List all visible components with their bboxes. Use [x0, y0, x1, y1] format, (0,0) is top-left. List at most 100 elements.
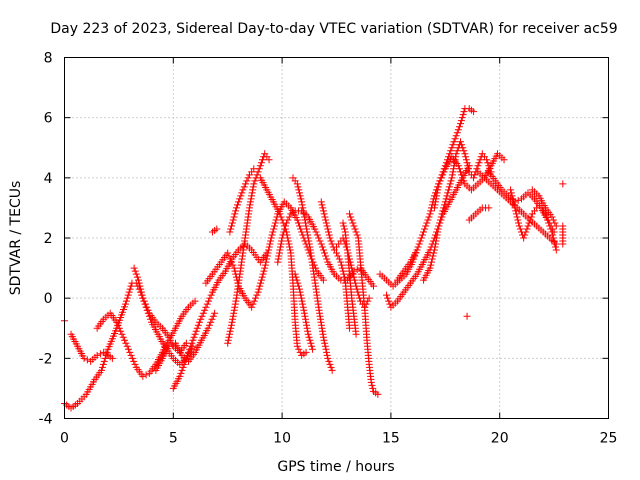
data-point: [299, 303, 307, 311]
data-point: [126, 285, 134, 293]
data-point: [208, 315, 216, 323]
data-point: [131, 360, 139, 368]
x-tick-label: 5: [169, 431, 178, 447]
data-point: [427, 207, 435, 215]
data-point: [464, 162, 472, 170]
data-point: [458, 141, 466, 149]
data-point: [346, 210, 354, 218]
data-point: [424, 216, 432, 224]
y-tick-label: 8: [44, 51, 53, 67]
data-point: [301, 216, 309, 224]
data-point: [552, 246, 560, 254]
data-point: [225, 252, 233, 260]
data-point: [432, 237, 440, 245]
data-point: [292, 273, 300, 281]
data-point: [446, 180, 454, 188]
x-tick-labels: 0 5 10 15 20 25: [60, 431, 617, 447]
data-point: [166, 336, 174, 344]
data-point: [204, 324, 212, 332]
data-point: [294, 219, 302, 227]
data-point: [323, 351, 331, 359]
y-tick-labels: -4 -2 0 2 4 6 8: [39, 51, 53, 428]
data-point: [227, 225, 235, 233]
data-point: [182, 354, 190, 362]
data-point: [123, 342, 131, 350]
data-point: [265, 243, 273, 251]
data-point: [303, 225, 311, 233]
data-point: [449, 168, 457, 176]
data-point: [257, 159, 265, 167]
data-point: [123, 294, 131, 302]
data-point: [278, 237, 286, 245]
plot-frame: [64, 57, 609, 419]
x-tick-label: 10: [273, 431, 291, 447]
data-point: [299, 204, 307, 212]
data-point: [308, 342, 316, 350]
data-point: [226, 228, 234, 236]
data-point: [299, 207, 307, 215]
data-point: [202, 303, 210, 311]
data-point: [305, 240, 313, 248]
data-point: [453, 129, 461, 137]
data-point: [311, 225, 319, 233]
data-point: [259, 156, 267, 164]
data-point: [263, 252, 271, 260]
x-tick-label: 0: [60, 431, 69, 447]
data-point: [122, 339, 130, 347]
data-point: [276, 210, 284, 218]
data-point: [552, 222, 560, 230]
data-point: [432, 195, 440, 203]
data-point: [203, 300, 211, 308]
data-point: [300, 213, 308, 221]
data-point: [450, 138, 458, 146]
x-tick-label: 25: [600, 431, 618, 447]
data-point: [250, 297, 258, 305]
data-point: [233, 201, 241, 209]
data-point: [99, 360, 107, 368]
data-point: [245, 204, 253, 212]
data-point: [255, 285, 263, 293]
data-point: [199, 309, 207, 317]
data-point: [253, 171, 261, 179]
data-point: [247, 195, 255, 203]
data-point: [230, 309, 238, 317]
data-point: [383, 291, 391, 299]
data-point: [239, 186, 247, 194]
data-point: [433, 189, 441, 197]
data-point: [437, 174, 445, 182]
data-point: [470, 174, 478, 182]
data-point: [118, 330, 126, 338]
data-point: [127, 351, 135, 359]
data-point: [137, 285, 145, 293]
data-point: [351, 225, 359, 233]
data-point: [428, 255, 436, 263]
data-point: [270, 225, 278, 233]
data-point: [246, 201, 254, 209]
data-point: [276, 243, 284, 251]
data-point: [281, 225, 289, 233]
data-point: [108, 354, 116, 362]
data-point: [130, 264, 138, 272]
data-point: [137, 288, 145, 296]
data-point: [265, 246, 273, 254]
data-point: [368, 381, 376, 389]
data-point: [321, 339, 329, 347]
data-point: [551, 240, 559, 248]
data-point: [264, 249, 272, 257]
data-point: [121, 336, 129, 344]
data-point: [228, 258, 236, 266]
data-point: [508, 192, 516, 200]
data-point: [176, 372, 184, 380]
data-point: [230, 213, 238, 221]
data-point: [352, 228, 360, 236]
data-point: [213, 225, 221, 233]
data-point: [275, 249, 283, 257]
data-point: [93, 351, 101, 359]
data-point: [448, 171, 456, 179]
data-point: [338, 264, 346, 272]
data-point: [321, 213, 329, 221]
y-axis-label: SDTVAR / TECUs: [8, 181, 24, 296]
data-point: [318, 243, 326, 251]
data-point: [415, 240, 423, 248]
